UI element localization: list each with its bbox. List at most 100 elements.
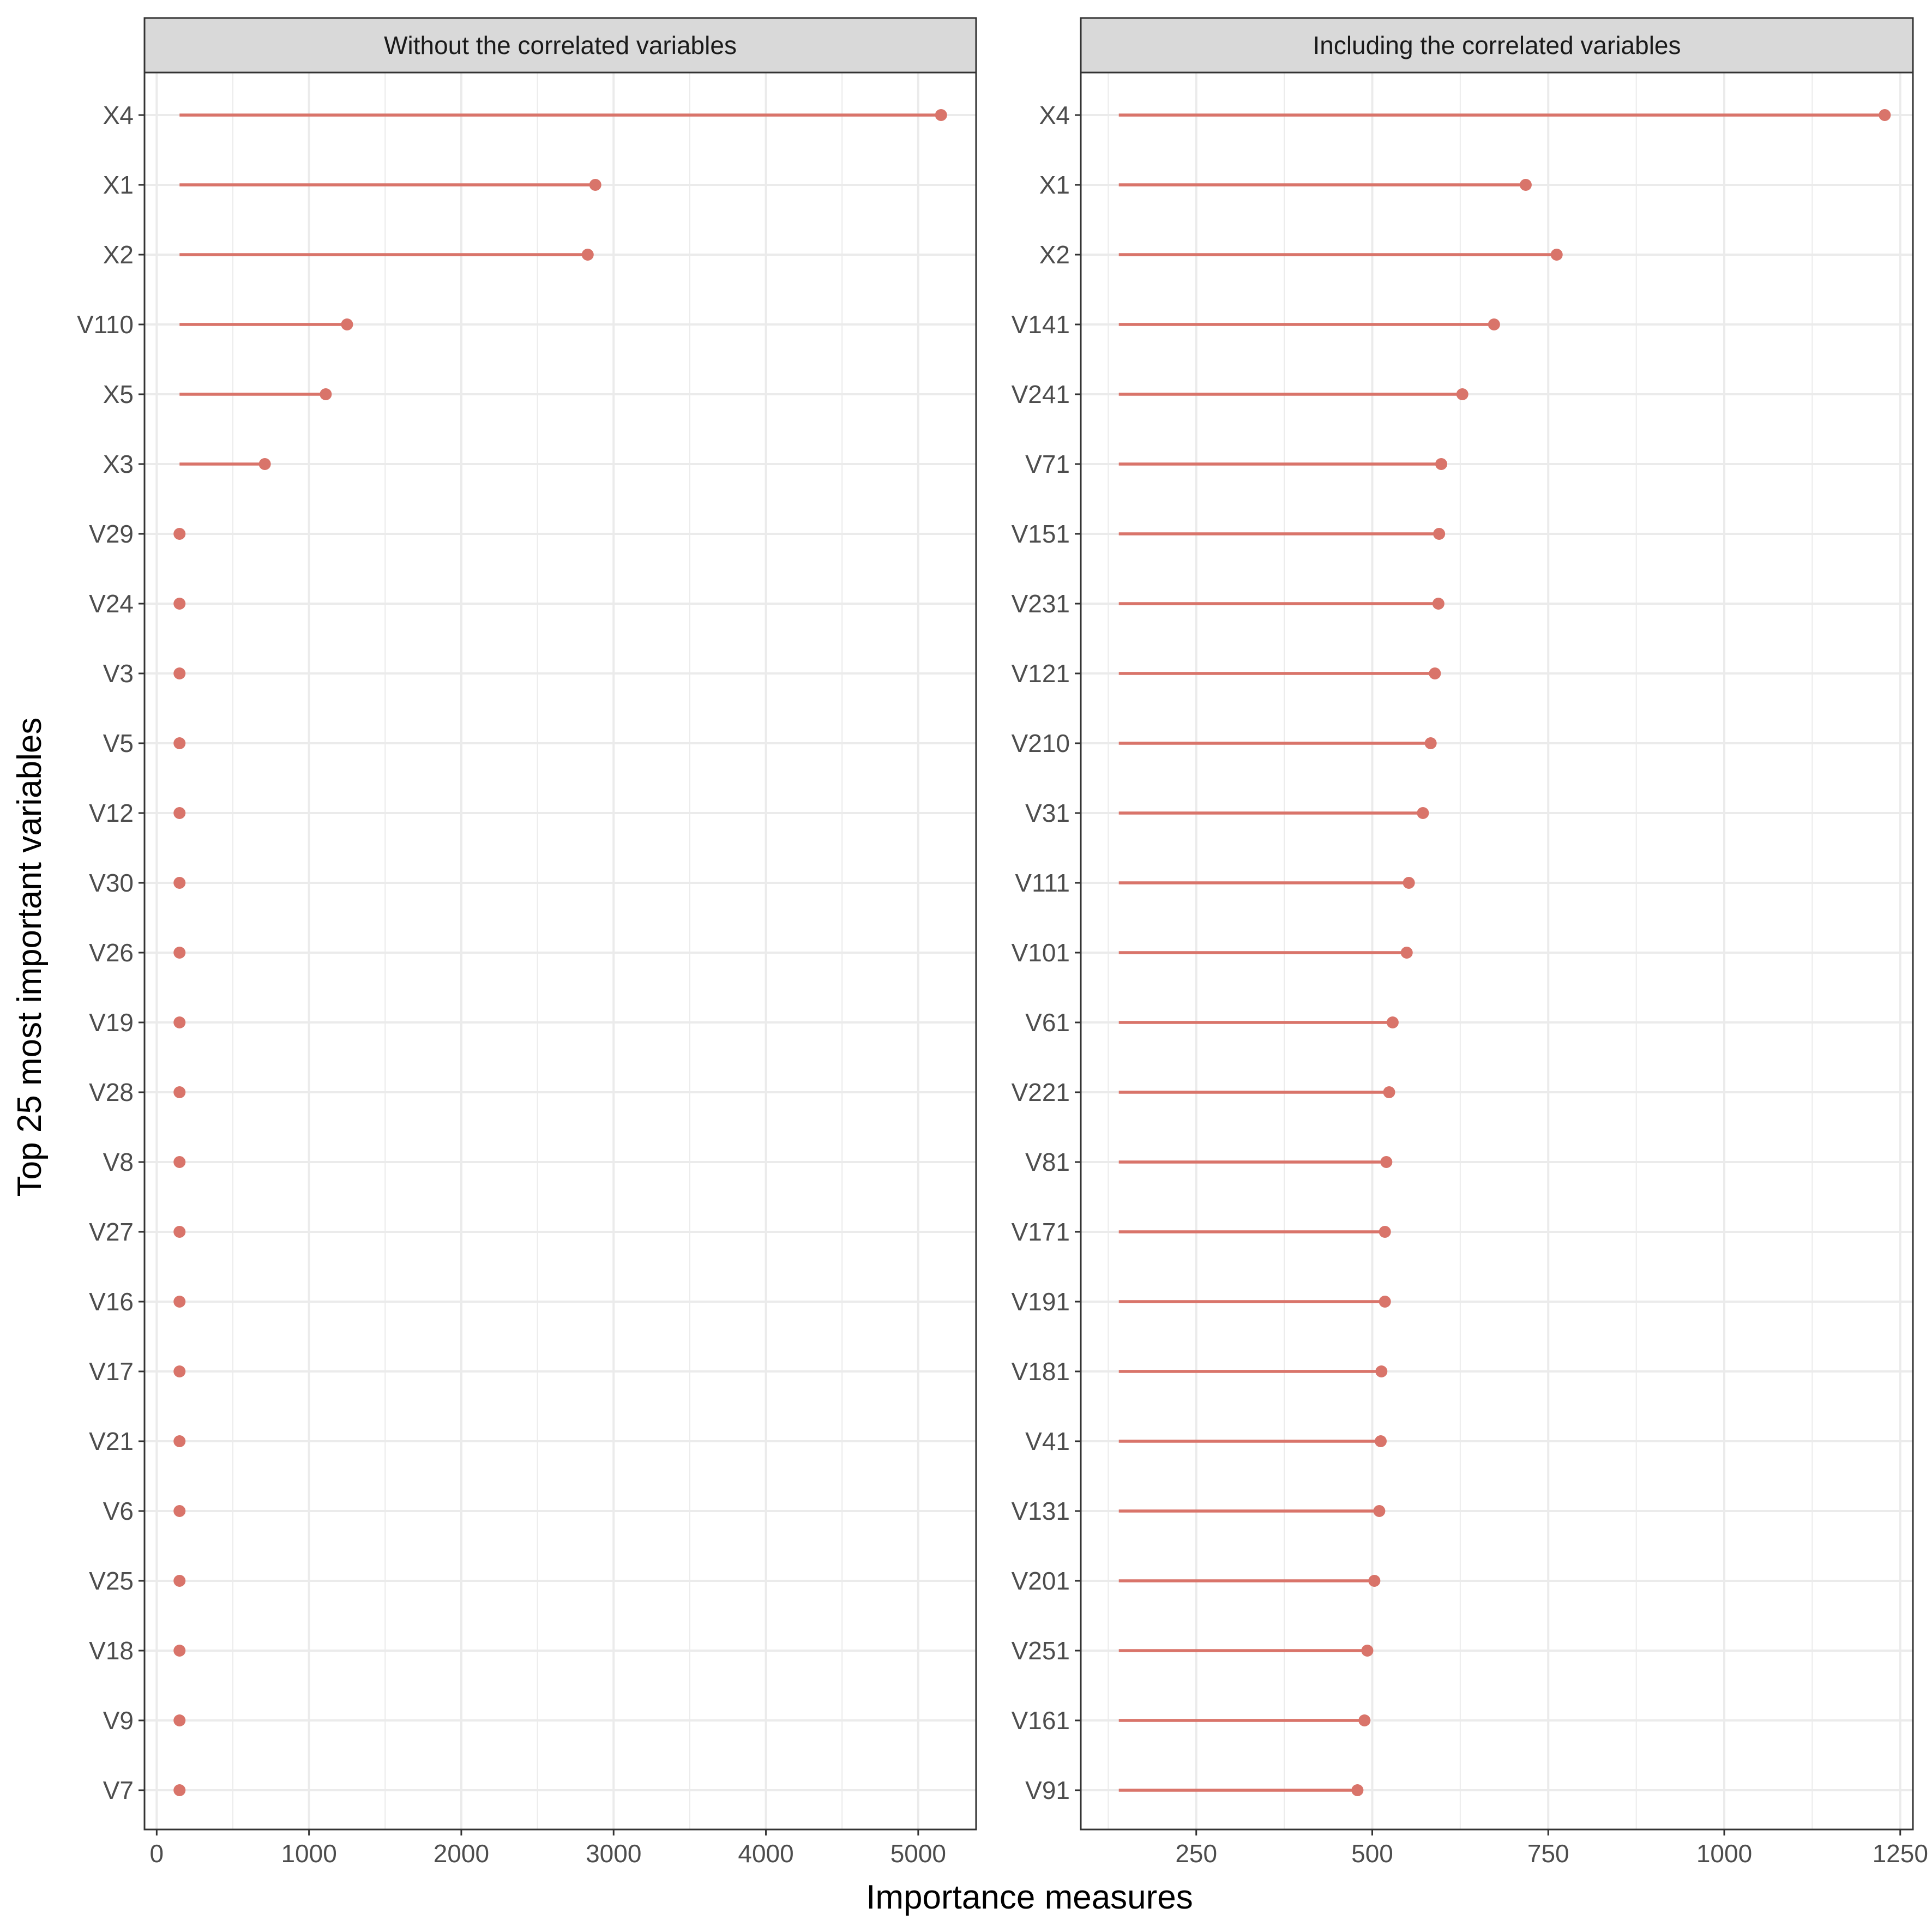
lollipop-marks: [1118, 109, 1891, 1796]
panel-title: Without the correlated variables: [384, 31, 737, 59]
y-tick-label: V151: [1012, 520, 1070, 548]
y-axis-ticks: X4 X1 X2 V141 V241 V71 V151 V231 V121 V210 V31 V111…: [1012, 101, 1081, 1804]
lollipop-point-v181: [1375, 1365, 1388, 1377]
y-tick-label: V61: [1025, 1008, 1070, 1037]
y-tick-label: X2: [1039, 240, 1070, 269]
lollipop-point-v30: [173, 877, 186, 889]
x-tick-label: 1000: [281, 1839, 336, 1868]
lollipop-point-v61: [1386, 1016, 1399, 1028]
y-tick-label: V19: [89, 1008, 134, 1037]
y-tick-label: V210: [1012, 729, 1070, 757]
lollipop-point-v7: [173, 1784, 186, 1796]
lollipop-point-v28: [173, 1086, 186, 1098]
lollipop-point-v171: [1379, 1226, 1391, 1238]
x-axis-title: Importance measures: [866, 1879, 1193, 1916]
y-tick-label: X1: [103, 171, 134, 199]
y-tick-label: V181: [1012, 1357, 1070, 1386]
lollipop-point-x1: [1519, 179, 1532, 191]
lollipop-point-x2: [581, 249, 594, 261]
y-tick-label: V28: [89, 1078, 134, 1106]
lollipop-point-v41: [1374, 1435, 1387, 1447]
y-tick-label: X2: [103, 240, 134, 269]
y-tick-label: V30: [89, 869, 134, 897]
y-tick-label: V9: [103, 1706, 134, 1735]
y-tick-label: V110: [77, 310, 134, 339]
lollipop-point-v131: [1373, 1505, 1386, 1517]
x-axis-ticks: 0 1000 2000 3000 4000 5000: [150, 1829, 946, 1868]
lollipop-point-v221: [1383, 1086, 1395, 1098]
panel-border: [143, 71, 977, 1831]
lollipop-point-v31: [1417, 807, 1429, 819]
y-tick-label: X1: [1039, 171, 1070, 199]
y-tick-label: V5: [103, 729, 134, 757]
y-tick-label: V27: [89, 1218, 134, 1246]
y-tick-label: X5: [103, 380, 134, 408]
x-tick-label: 1250: [1873, 1839, 1928, 1868]
lollipop-point-v21: [173, 1435, 186, 1447]
y-tick-label: V221: [1012, 1078, 1070, 1106]
y-tick-label: V12: [89, 799, 134, 827]
lollipop-point-v151: [1433, 528, 1446, 540]
y-tick-label: V251: [1012, 1636, 1070, 1665]
x-tick-label: 2000: [434, 1839, 489, 1868]
y-tick-label: V7: [103, 1776, 134, 1804]
y-tick-label: V191: [1012, 1287, 1070, 1316]
y-tick-label: V41: [1025, 1427, 1070, 1455]
lollipop-point-v101: [1400, 947, 1413, 959]
lollipop-point-v5: [173, 737, 186, 749]
y-tick-label: V141: [1012, 310, 1070, 339]
y-tick-label: V6: [103, 1497, 134, 1525]
lollipop-marks: [173, 109, 947, 1796]
lollipop-point-v19: [173, 1016, 186, 1028]
y-tick-label: X4: [103, 101, 134, 129]
x-tick-label: 1000: [1696, 1839, 1752, 1868]
x-axis-ticks: 250 500 750 1000 1250: [1175, 1829, 1928, 1868]
x-tick-label: 500: [1351, 1839, 1393, 1868]
lollipop-point-x4: [1879, 109, 1891, 121]
lollipop-point-x5: [320, 388, 332, 400]
lollipop-point-v110: [341, 318, 353, 330]
panel-title: Including the correlated variables: [1313, 31, 1681, 59]
y-tick-label: V3: [103, 659, 134, 688]
y-tick-label: V31: [1025, 799, 1070, 827]
lollipop-point-v16: [173, 1296, 186, 1308]
lollipop-point-v26: [173, 947, 186, 959]
y-tick-label: V25: [89, 1567, 134, 1595]
lollipop-point-v121: [1429, 667, 1441, 679]
x-tick-label: 3000: [586, 1839, 641, 1868]
lollipop-point-v71: [1435, 458, 1448, 470]
y-tick-label: V231: [1012, 589, 1070, 618]
y-tick-label: V241: [1012, 380, 1070, 408]
x-tick-label: 5000: [890, 1839, 946, 1868]
y-tick-label: V26: [89, 938, 134, 967]
lollipop-point-x1: [589, 179, 601, 191]
y-tick-label: X4: [1039, 101, 1070, 129]
x-tick-label: 4000: [738, 1839, 793, 1868]
y-tick-label: V171: [1012, 1218, 1070, 1246]
y-tick-label: X3: [103, 450, 134, 478]
lollipop-point-v201: [1368, 1575, 1381, 1587]
y-tick-label: V81: [1025, 1148, 1070, 1176]
lollipop-point-v231: [1432, 598, 1445, 610]
lollipop-point-v191: [1379, 1296, 1391, 1308]
lollipop-point-v6: [173, 1505, 186, 1517]
y-tick-label: V29: [89, 520, 134, 548]
lollipop-point-v17: [173, 1365, 186, 1377]
panel-strip: [143, 17, 977, 74]
lollipop-point-v8: [173, 1156, 186, 1168]
y-axis-title: Top 25 most important variables: [11, 718, 49, 1197]
x-tick-label: 250: [1175, 1839, 1217, 1868]
lollipop-point-v18: [173, 1645, 186, 1657]
x-tick-label: 750: [1527, 1839, 1569, 1868]
panel-border: [1080, 71, 1914, 1831]
lollipop-point-v251: [1361, 1645, 1374, 1657]
lollipop-point-v29: [173, 528, 186, 540]
lollipop-point-v27: [173, 1226, 186, 1238]
lollipop-point-v91: [1351, 1784, 1364, 1796]
y-tick-label: V16: [89, 1287, 134, 1316]
panel-without-correlated: Without the correlated variables X4 X1 X2 V…: [77, 17, 977, 1868]
lollipop-point-v141: [1488, 318, 1500, 330]
lollipop-point-v25: [173, 1575, 186, 1587]
y-axis-ticks: X4 X1 X2 V110 X5 X3 V29 V24 V3 V5 V12 V30 V26 V19 V28 V…: [77, 101, 145, 1804]
lollipop-point-v12: [173, 807, 186, 819]
